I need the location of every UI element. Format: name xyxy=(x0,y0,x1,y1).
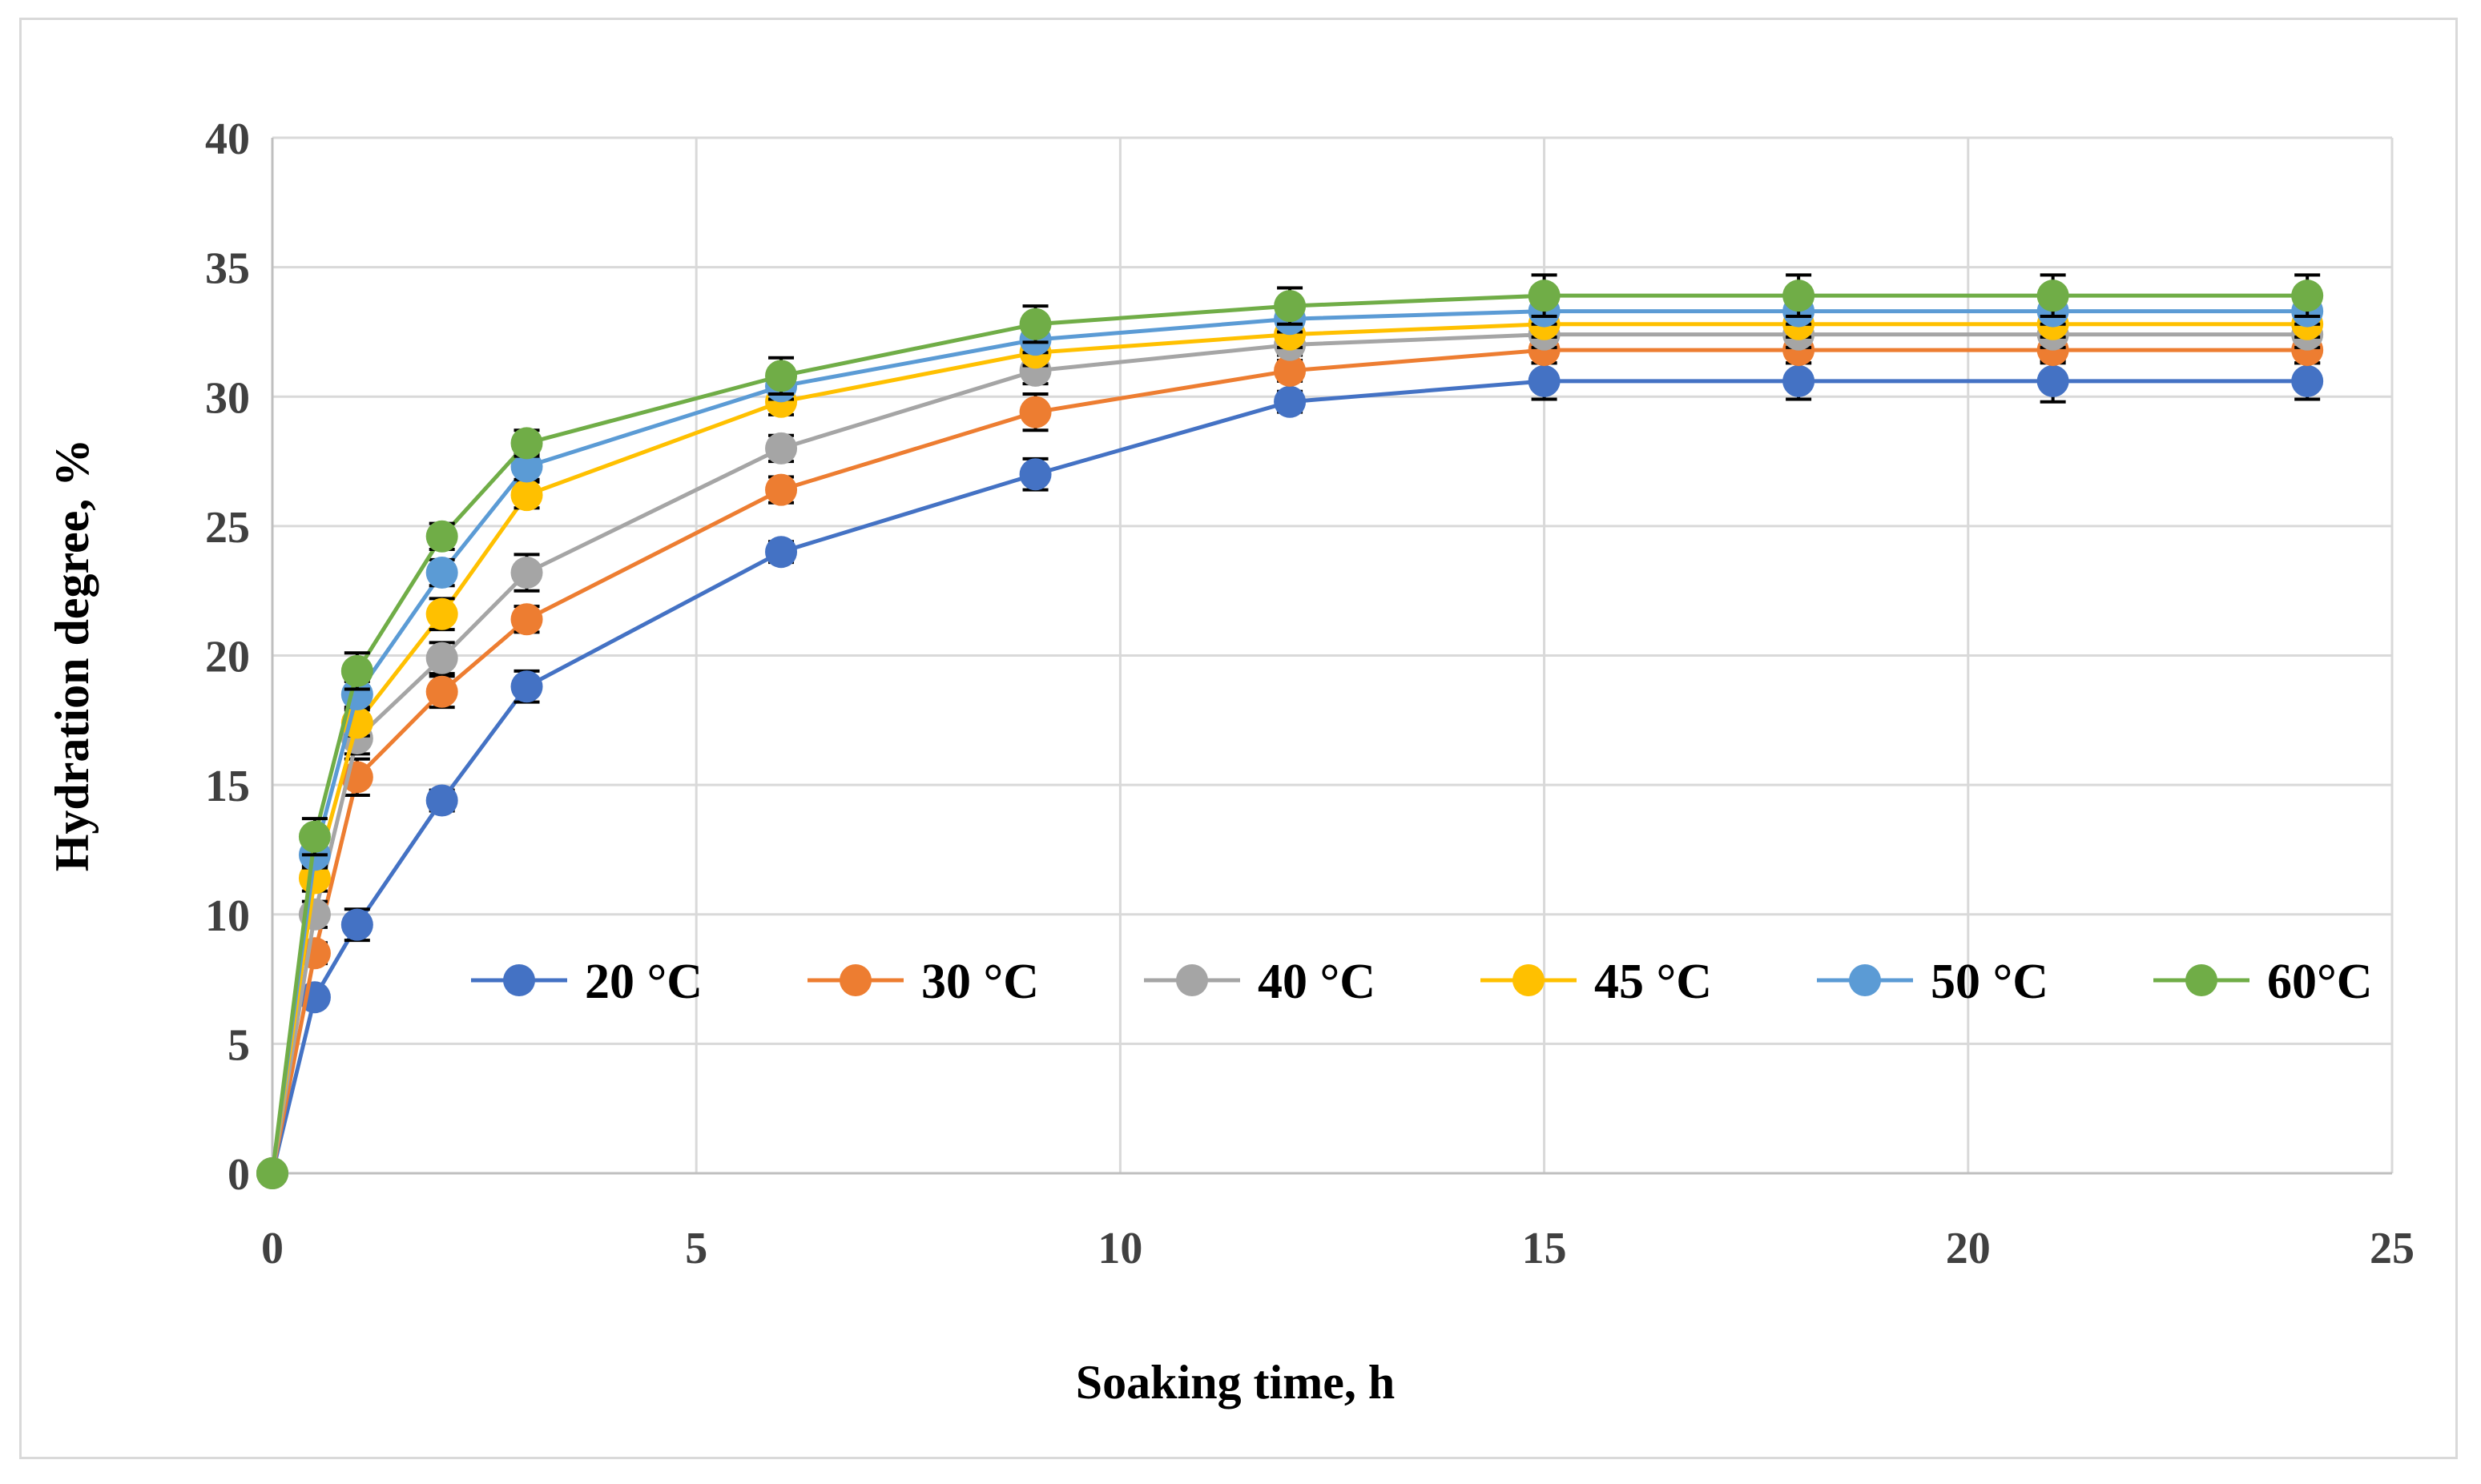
y-tick-label-25: 25 xyxy=(205,503,250,553)
data-point xyxy=(256,1157,288,1189)
x-tick-label-10: 10 xyxy=(1098,1224,1142,1273)
y-tick-label-5: 5 xyxy=(228,1020,250,1070)
legend-swatch-marker xyxy=(840,964,872,996)
legend-item-2: 30 °C xyxy=(808,955,1039,1009)
data-point xyxy=(765,360,798,392)
series-line-5 xyxy=(270,309,2308,1174)
legend-label: 30 °C xyxy=(921,955,1039,1009)
x-tick-label-5: 5 xyxy=(685,1224,707,1273)
series xyxy=(256,273,2324,1189)
series-line-2 xyxy=(270,348,2308,1174)
data-point xyxy=(510,670,543,703)
data-point xyxy=(425,784,458,817)
axes: 0 5 10 15 20 25 30 35 40 0 5 10 15 20 25 xyxy=(205,115,2415,1273)
legend-item-3: 40 °C xyxy=(1144,955,1375,1009)
data-point xyxy=(298,820,331,853)
series-line-4 xyxy=(270,322,2308,1174)
series-4 xyxy=(256,308,2324,1189)
data-point xyxy=(1782,280,1815,312)
legend-label: 45 °C xyxy=(1594,955,1712,1009)
gridlines xyxy=(271,136,2394,1173)
x-axis-title: Soaking time, h xyxy=(1076,1356,1395,1409)
y-tick-label-30: 30 xyxy=(205,373,250,423)
x-tick-label-20: 20 xyxy=(1946,1224,1991,1273)
legend-item-6: 60°C xyxy=(2153,955,2373,1009)
data-point xyxy=(1274,354,1307,387)
data-point xyxy=(765,473,798,506)
series-line-6 xyxy=(270,293,2308,1174)
x-tick-label-0: 0 xyxy=(261,1224,284,1273)
legend: 20 °C 30 °C 40 °C 45 °C 50 °C 60°C xyxy=(471,955,2373,1009)
data-point xyxy=(765,432,798,465)
data-point xyxy=(425,597,458,630)
data-point xyxy=(1019,396,1052,428)
data-point xyxy=(510,479,543,512)
series-5 xyxy=(256,295,2324,1189)
x-tick-label-15: 15 xyxy=(1522,1224,1567,1273)
data-point xyxy=(510,450,543,483)
data-point xyxy=(425,675,458,708)
data-point xyxy=(340,908,373,941)
data-point xyxy=(2291,280,2324,312)
legend-swatch-marker xyxy=(1512,964,1545,996)
y-tick-label-10: 10 xyxy=(205,891,250,941)
data-point xyxy=(510,427,543,460)
data-point xyxy=(1274,385,1307,418)
legend-swatch-marker xyxy=(1849,964,1881,996)
series-3 xyxy=(256,318,2324,1189)
legend-label: 40 °C xyxy=(1258,955,1375,1009)
y-tick-label-40: 40 xyxy=(205,115,250,164)
data-point xyxy=(510,603,543,636)
series-line-1 xyxy=(270,379,2308,1174)
data-point xyxy=(2036,364,2069,397)
data-point xyxy=(1782,364,1815,397)
x-tick-label-25: 25 xyxy=(2370,1224,2415,1273)
legend-swatch-marker xyxy=(1176,964,1208,996)
y-tick-label-15: 15 xyxy=(205,762,250,811)
y-axis-title: Hydration degree, % xyxy=(46,439,99,872)
legend-label: 50 °C xyxy=(1931,955,2048,1009)
legend-item-1: 20 °C xyxy=(471,955,703,1009)
data-point xyxy=(510,557,543,589)
series-2 xyxy=(256,334,2324,1189)
data-point xyxy=(2291,364,2324,397)
data-point xyxy=(425,520,458,553)
legend-swatch-marker xyxy=(2185,964,2217,996)
legend-item-5: 50 °C xyxy=(1817,955,2048,1009)
data-point xyxy=(1528,280,1561,312)
legend-label: 20 °C xyxy=(585,955,703,1009)
chart-frame xyxy=(19,18,2458,1459)
y-tick-label-0: 0 xyxy=(228,1150,250,1200)
data-point xyxy=(425,557,458,589)
data-point xyxy=(1019,458,1052,491)
legend-item-4: 45 °C xyxy=(1480,955,1712,1009)
data-point xyxy=(765,536,798,569)
series-6 xyxy=(256,273,2324,1189)
legend-label: 60°C xyxy=(2267,955,2373,1009)
data-point xyxy=(1274,290,1307,323)
y-tick-label-35: 35 xyxy=(205,244,250,294)
series-line-3 xyxy=(270,332,2308,1174)
legend-swatch-marker xyxy=(503,964,535,996)
data-point xyxy=(1019,308,1052,340)
data-point xyxy=(425,641,458,674)
data-point xyxy=(2036,280,2069,312)
series-1 xyxy=(256,358,2324,1189)
data-point xyxy=(1528,364,1561,397)
y-tick-label-20: 20 xyxy=(205,633,250,682)
data-point xyxy=(340,654,373,687)
